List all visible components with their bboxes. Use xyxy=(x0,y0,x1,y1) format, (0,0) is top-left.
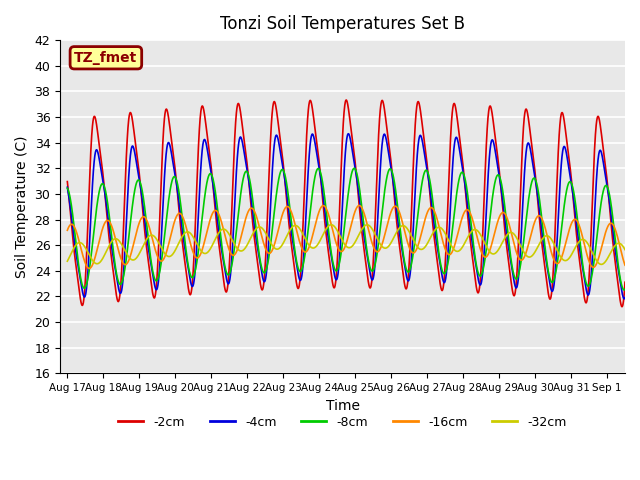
-8cm xyxy=(63,185,71,191)
-16cm xyxy=(278,215,285,221)
Title: Tonzi Soil Temperatures Set B: Tonzi Soil Temperatures Set B xyxy=(220,15,465,33)
-16cm xyxy=(621,262,629,268)
-4cm xyxy=(550,281,558,287)
-4cm xyxy=(277,154,285,160)
-2cm xyxy=(301,162,309,168)
-8cm xyxy=(611,228,618,233)
-2cm xyxy=(277,144,285,149)
-32cm xyxy=(328,222,335,228)
-32cm xyxy=(598,262,605,267)
-8cm xyxy=(301,249,309,255)
-32cm xyxy=(301,236,309,242)
-8cm xyxy=(620,287,628,293)
Line: -8cm: -8cm xyxy=(67,168,625,290)
-4cm xyxy=(127,148,135,154)
-32cm xyxy=(160,250,168,255)
-4cm xyxy=(620,296,628,302)
-2cm xyxy=(160,120,168,126)
-16cm xyxy=(161,255,168,261)
-2cm xyxy=(611,251,618,257)
-2cm xyxy=(621,279,629,285)
Line: -2cm: -2cm xyxy=(67,100,625,307)
-8cm xyxy=(160,237,168,243)
-32cm xyxy=(611,243,618,249)
-8cm xyxy=(550,276,558,282)
-2cm xyxy=(618,304,626,310)
-16cm xyxy=(611,224,618,230)
X-axis label: Time: Time xyxy=(326,398,360,413)
Line: -32cm: -32cm xyxy=(67,225,625,264)
-32cm xyxy=(127,256,135,262)
-16cm xyxy=(127,251,135,256)
-32cm xyxy=(550,241,558,247)
-4cm xyxy=(160,182,168,188)
Line: -16cm: -16cm xyxy=(67,205,625,268)
-32cm xyxy=(621,247,629,252)
-2cm xyxy=(550,250,558,256)
-8cm xyxy=(351,166,358,171)
-8cm xyxy=(127,215,135,221)
-32cm xyxy=(277,243,285,249)
-16cm xyxy=(355,203,363,208)
Legend: -2cm, -4cm, -8cm, -16cm, -32cm: -2cm, -4cm, -8cm, -16cm, -32cm xyxy=(113,411,572,434)
-4cm xyxy=(301,225,309,230)
Y-axis label: Soil Temperature (C): Soil Temperature (C) xyxy=(15,135,29,278)
-16cm xyxy=(86,265,93,271)
-4cm xyxy=(621,295,629,300)
-16cm xyxy=(63,228,71,233)
-4cm xyxy=(344,131,352,137)
-2cm xyxy=(127,110,135,116)
-2cm xyxy=(342,97,350,103)
-16cm xyxy=(550,258,558,264)
Line: -4cm: -4cm xyxy=(67,134,625,299)
-4cm xyxy=(63,184,71,190)
-8cm xyxy=(621,287,629,292)
-32cm xyxy=(63,258,71,264)
-8cm xyxy=(277,168,285,173)
-16cm xyxy=(301,249,309,255)
-4cm xyxy=(611,239,618,245)
-2cm xyxy=(63,179,71,184)
Text: TZ_fmet: TZ_fmet xyxy=(74,51,138,65)
